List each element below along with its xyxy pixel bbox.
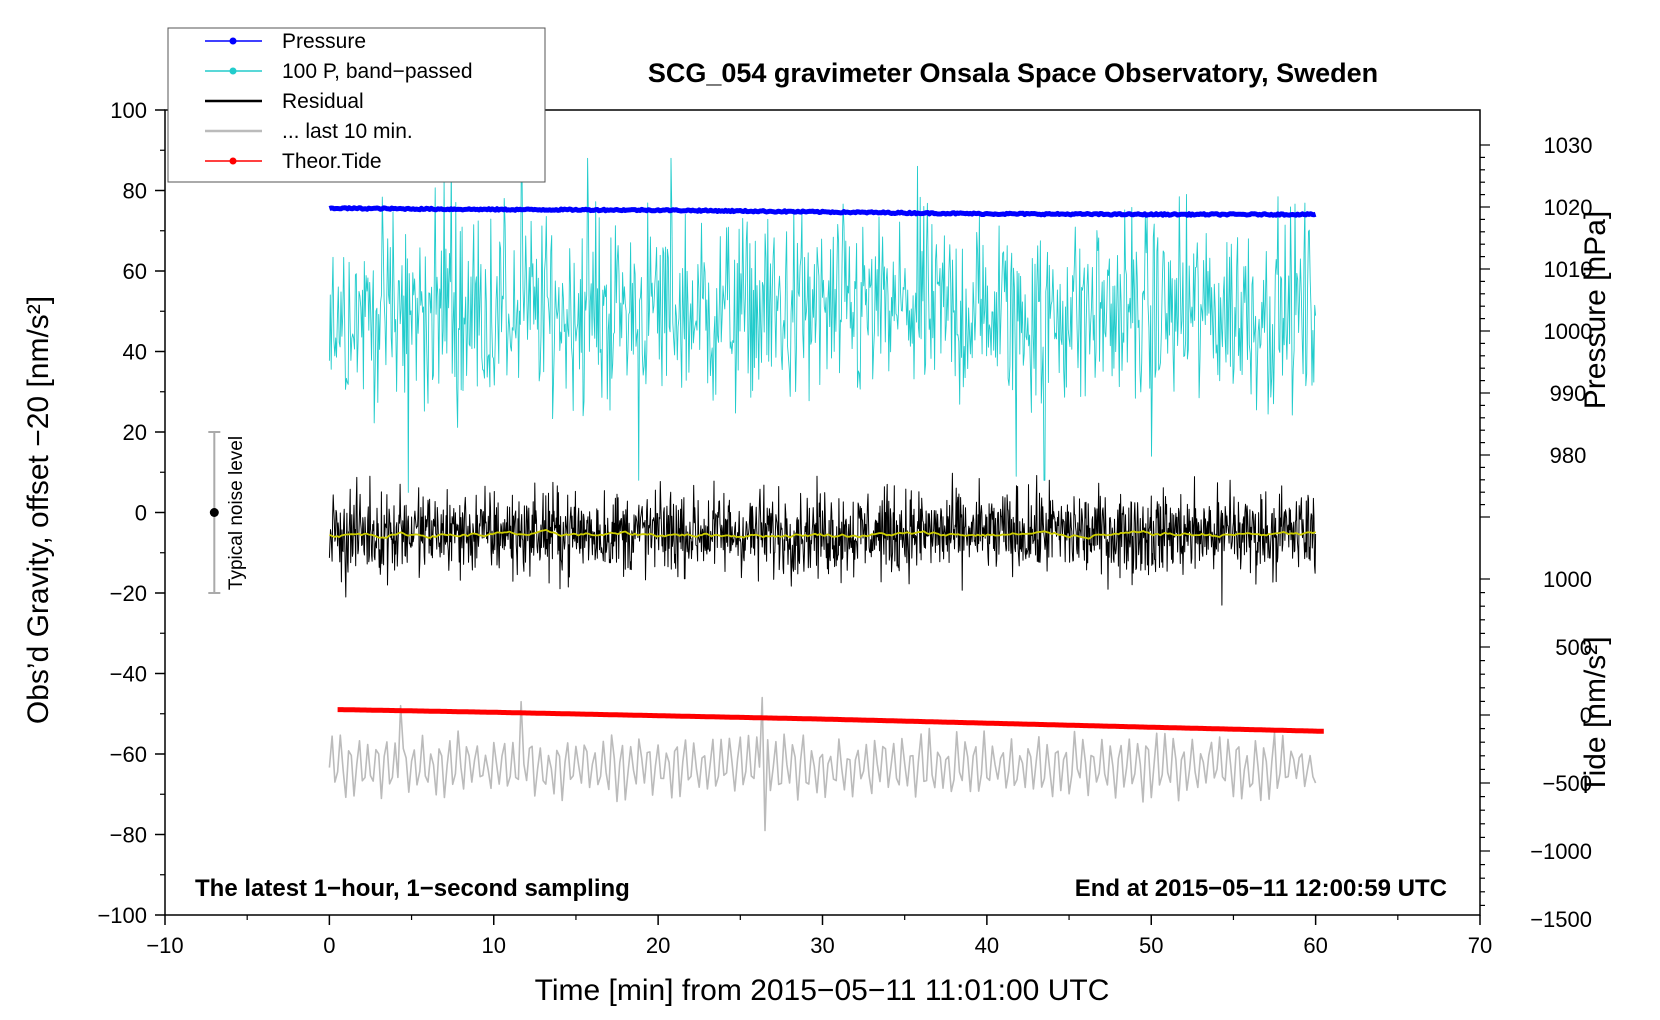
legend-label: ... last 10 min. bbox=[282, 120, 413, 143]
pressure-tick-label: 1020 bbox=[1544, 195, 1593, 220]
y-tick-label: −80 bbox=[110, 823, 147, 848]
y-tick-label: −20 bbox=[110, 581, 147, 606]
y-tick-label: −100 bbox=[97, 903, 147, 928]
legend-label: Residual bbox=[282, 90, 364, 113]
pressure-axis-label: Pressure [hPa] bbox=[1579, 211, 1612, 409]
legend-label: Pressure bbox=[282, 30, 366, 53]
y-tick-label: 80 bbox=[123, 179, 147, 204]
legend-swatch-marker bbox=[229, 37, 237, 45]
pressure-tick-label: 1000 bbox=[1544, 319, 1593, 344]
y-tick-label: −40 bbox=[110, 662, 147, 687]
legend: Pressure 100 P, band−passed Residual ... la… bbox=[167, 27, 546, 183]
x-tick-label: 40 bbox=[975, 933, 999, 958]
legend-box bbox=[167, 27, 546, 183]
x-tick-label: 10 bbox=[482, 933, 506, 958]
pressure-tick-label: 990 bbox=[1550, 381, 1587, 406]
ticks-layer: −10 0 10 20 30 40 50 60 70−100−80−60−40−20020406… bbox=[97, 98, 1592, 958]
y-tick-label: 0 bbox=[135, 501, 147, 526]
x-tick-label: 70 bbox=[1468, 933, 1492, 958]
y-tick-label: 40 bbox=[123, 340, 147, 365]
y-axis-label-left: Obs’d Gravity, offset −20 [nm/s²] bbox=[22, 296, 55, 724]
noise-level-label: Typical noise level bbox=[226, 436, 247, 590]
legend-swatch-marker bbox=[229, 157, 237, 165]
x-tick-label: 60 bbox=[1303, 933, 1327, 958]
x-tick-label: 30 bbox=[810, 933, 834, 958]
series-residual bbox=[328, 472, 1317, 606]
x-tick-label: 20 bbox=[646, 933, 670, 958]
legend-swatch-marker bbox=[229, 67, 237, 75]
series-pressure bbox=[328, 205, 1317, 218]
chart-title: SCG_054 gravimeter Onsala Space Observat… bbox=[648, 58, 1378, 88]
tide-tick-label: −1000 bbox=[1530, 839, 1592, 864]
x-tick-label: 0 bbox=[323, 933, 335, 958]
tide-tick-label: −1500 bbox=[1530, 907, 1592, 932]
series-layer bbox=[328, 157, 1325, 832]
note-latest-hour: The latest 1−hour, 1−second sampling bbox=[195, 875, 630, 902]
series-residual-smoothed bbox=[329, 529, 1317, 540]
tide-tick-label: 500 bbox=[1555, 635, 1592, 660]
note-end-time: End at 2015−05−11 12:00:59 UTC bbox=[1075, 875, 1447, 902]
series-theor-tide bbox=[336, 707, 1325, 734]
tide-tick-label: 0 bbox=[1580, 703, 1592, 728]
tide-tick-label: 1000 bbox=[1543, 567, 1592, 592]
pressure-tick-label: 1030 bbox=[1544, 133, 1593, 158]
legend-items: Pressure 100 P, band−passed Residual ... la… bbox=[205, 30, 473, 173]
y-tick-label: 100 bbox=[110, 98, 147, 123]
tide-tick-label: −500 bbox=[1542, 771, 1592, 796]
y-tick-label: 20 bbox=[123, 420, 147, 445]
legend-label: Theor.Tide bbox=[282, 150, 382, 173]
pressure-tick-label: 980 bbox=[1550, 443, 1587, 468]
legend-label: 100 P, band−passed bbox=[282, 60, 473, 83]
y-tick-label: −60 bbox=[110, 742, 147, 767]
y-tick-label: 60 bbox=[123, 259, 147, 284]
x-axis-label: Time [min] from 2015−05−11 11:01:00 UTC bbox=[535, 974, 1110, 1007]
pressure-tick-label: 1010 bbox=[1544, 257, 1593, 282]
x-tick-label: 50 bbox=[1139, 933, 1163, 958]
series--last-10-min- bbox=[328, 696, 1317, 832]
series-100-p-band-passed bbox=[328, 157, 1317, 493]
typical-noise-level-bar bbox=[208, 431, 221, 594]
noise-bar-center-dot bbox=[209, 508, 219, 517]
x-tick-label: −10 bbox=[146, 933, 183, 958]
tide-axis-label: Tide [nm/s²] bbox=[1579, 636, 1612, 793]
